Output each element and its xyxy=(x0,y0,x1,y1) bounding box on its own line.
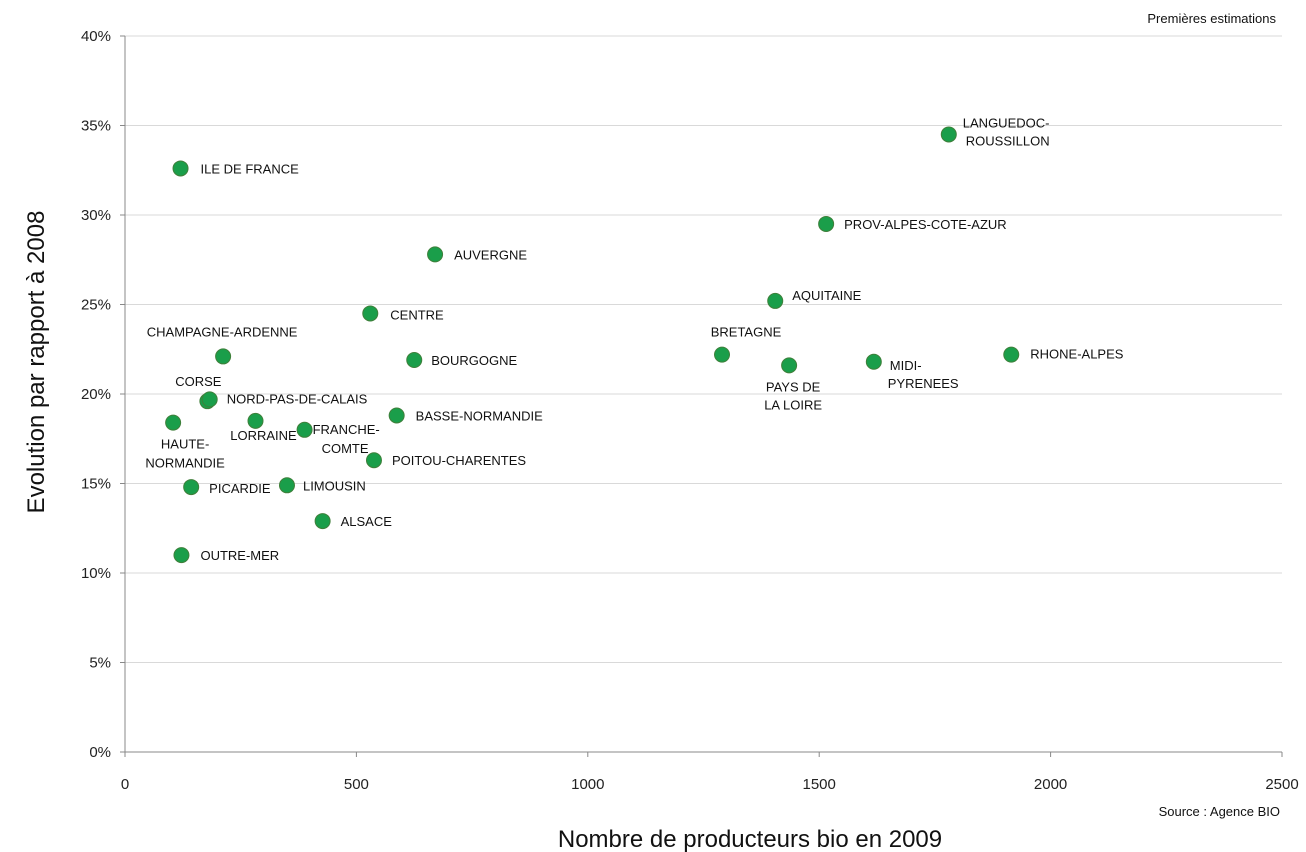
x-axis-title: Nombre de producteurs bio en 2009 xyxy=(558,826,942,852)
label-franche-comte: FRANCHE-COMTE xyxy=(313,422,380,456)
point-midi-pyrenees xyxy=(865,353,882,370)
label-prov-alpes-cote-azur: PROV-ALPES-COTE-AZUR xyxy=(844,217,1007,232)
point-lorraine xyxy=(247,412,264,429)
y-tick-label: 25% xyxy=(81,297,111,314)
point-centre xyxy=(362,305,379,322)
point-ile-de-france xyxy=(172,160,189,177)
x-tick-label: 1500 xyxy=(803,776,836,793)
estimate-note: Premières estimations xyxy=(1147,11,1276,26)
point-outre-mer xyxy=(173,547,190,564)
point-alsace xyxy=(314,513,331,530)
label-corse: CORSE xyxy=(175,374,222,389)
y-tick-label: 30% xyxy=(81,207,111,224)
label-champagne-ardenne: CHAMPAGNE-ARDENNE xyxy=(147,324,298,339)
point-limousin xyxy=(278,477,295,494)
label-rhone-alpes: RHONE-ALPES xyxy=(1030,347,1124,362)
y-tick-label: 10% xyxy=(81,565,111,582)
label-limousin: LIMOUSIN xyxy=(303,478,366,493)
y-tick-label: 15% xyxy=(81,476,111,493)
y-tick-label: 40% xyxy=(81,28,111,45)
point-champagne-ardenne xyxy=(215,348,232,365)
x-tick-label: 1000 xyxy=(571,776,604,793)
y-axis-title: Evolution par rapport à 2008 xyxy=(23,211,50,514)
y-tick-label: 20% xyxy=(81,386,111,403)
point-franche-comte xyxy=(296,421,313,438)
point-basse-normandie xyxy=(388,407,405,424)
label-ile-de-france: ILE DE FRANCE xyxy=(201,161,300,176)
label-pays-de-la-loire: PAYS DE LA LOIRE xyxy=(764,379,822,412)
point-labels: ILE DE FRANCE LANGUEDOC-ROUSSILLON PROV-AL… xyxy=(145,115,1123,563)
point-picardie xyxy=(183,479,200,496)
label-bourgogne: BOURGOGNE xyxy=(431,353,517,368)
point-haute-normandie xyxy=(165,414,182,431)
label-midi-pyrenees: MIDI-PYRENEES xyxy=(888,358,959,391)
point-prov-alpes-cote-azur xyxy=(818,215,835,232)
y-tick-label: 35% xyxy=(81,118,111,135)
label-auvergne: AUVERGNE xyxy=(454,247,527,262)
label-centre: CENTRE xyxy=(390,307,444,322)
label-bretagne: BRETAGNE xyxy=(711,325,782,340)
gridlines xyxy=(125,35,1282,663)
label-lorraine: LORRAINE xyxy=(230,428,297,443)
label-nord-pas-de-calais: NORD-PAS-DE-CALAIS xyxy=(227,391,368,406)
x-tick-label: 2500 xyxy=(1265,776,1298,793)
label-outre-mer: OUTRE-MER xyxy=(200,548,279,563)
label-poitou-charentes: POITOU-CHARENTES xyxy=(392,453,526,468)
point-aquitaine xyxy=(767,292,784,309)
label-aquitaine: AQUITAINE xyxy=(792,288,861,303)
point-poitou-charentes xyxy=(365,452,382,469)
tick-labels: 0% 5% 10% 15% 20% 25% 30% 35% 40% 0 500 1000 1500 200… xyxy=(81,28,1299,793)
label-basse-normandie: BASSE-NORMANDIE xyxy=(416,408,543,423)
point-auvergne xyxy=(427,246,444,263)
x-tick-label: 2000 xyxy=(1034,776,1067,793)
point-pays-de-la-loire xyxy=(781,357,798,374)
label-languedoc-roussillon: LANGUEDOC-ROUSSILLON xyxy=(963,115,1050,148)
label-alsace: ALSACE xyxy=(341,514,393,529)
source-note: Source : Agence BIO xyxy=(1158,804,1280,819)
point-nord-pas-de-calais xyxy=(201,391,218,408)
point-rhone-alpes xyxy=(1003,346,1020,363)
y-tick-label: 0% xyxy=(89,744,111,761)
data-points xyxy=(165,126,1020,564)
y-tick-label: 5% xyxy=(89,655,111,672)
label-haute-normandie: HAUTE-NORMANDIE xyxy=(145,437,225,471)
point-bourgogne xyxy=(406,351,423,368)
x-tick-label: 500 xyxy=(344,776,369,793)
point-bretagne xyxy=(714,346,731,363)
x-tick-label: 0 xyxy=(121,776,129,793)
point-languedoc-roussillon xyxy=(940,126,957,143)
label-picardie: PICARDIE xyxy=(209,481,271,496)
axes xyxy=(120,35,1283,757)
